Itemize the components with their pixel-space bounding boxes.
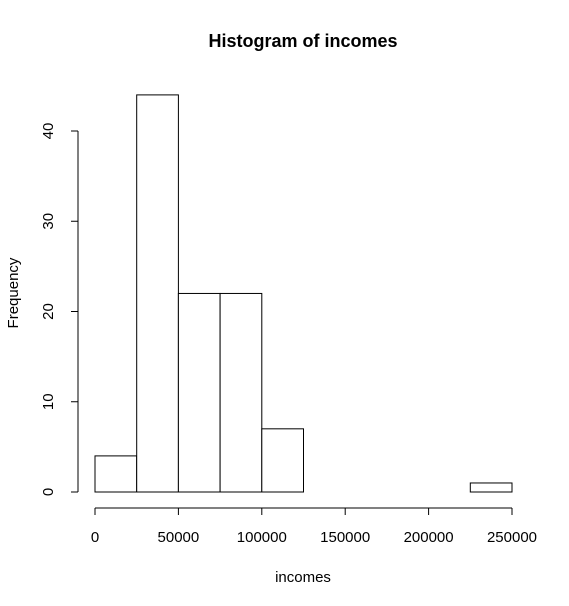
y-tick-label-2: 20 xyxy=(40,303,57,320)
x-axis: 0 50000 100000 150000 200000 250000 xyxy=(91,507,537,546)
y-tick-label-0: 0 xyxy=(40,488,57,496)
histogram-bar-1 xyxy=(136,94,179,493)
histogram-bars xyxy=(94,94,513,493)
x-tick-label-0: 0 xyxy=(91,529,99,546)
y-tick-label-1: 10 xyxy=(40,393,57,410)
y-tick-label-4: 40 xyxy=(40,123,57,140)
y-tick-label-3: 30 xyxy=(40,213,57,230)
y-axis: 0 10 20 30 40 xyxy=(40,123,79,496)
x-tick-label-1: 50000 xyxy=(158,529,200,546)
x-tick-label-4: 200000 xyxy=(404,529,454,546)
histogram-bar-3 xyxy=(219,292,263,493)
x-tick-label-5: 250000 xyxy=(487,529,537,546)
x-tick-label-2: 100000 xyxy=(237,529,287,546)
histogram-bar-4 xyxy=(261,428,304,493)
histogram-bar-9 xyxy=(469,482,513,493)
chart-title: Histogram of incomes xyxy=(208,31,397,51)
x-tick-label-3: 150000 xyxy=(320,529,370,546)
y-axis-label: Frequency xyxy=(5,257,22,328)
histogram-bar-0 xyxy=(94,455,138,493)
histogram-bar-2 xyxy=(177,292,221,493)
x-axis-label: incomes xyxy=(275,569,331,586)
